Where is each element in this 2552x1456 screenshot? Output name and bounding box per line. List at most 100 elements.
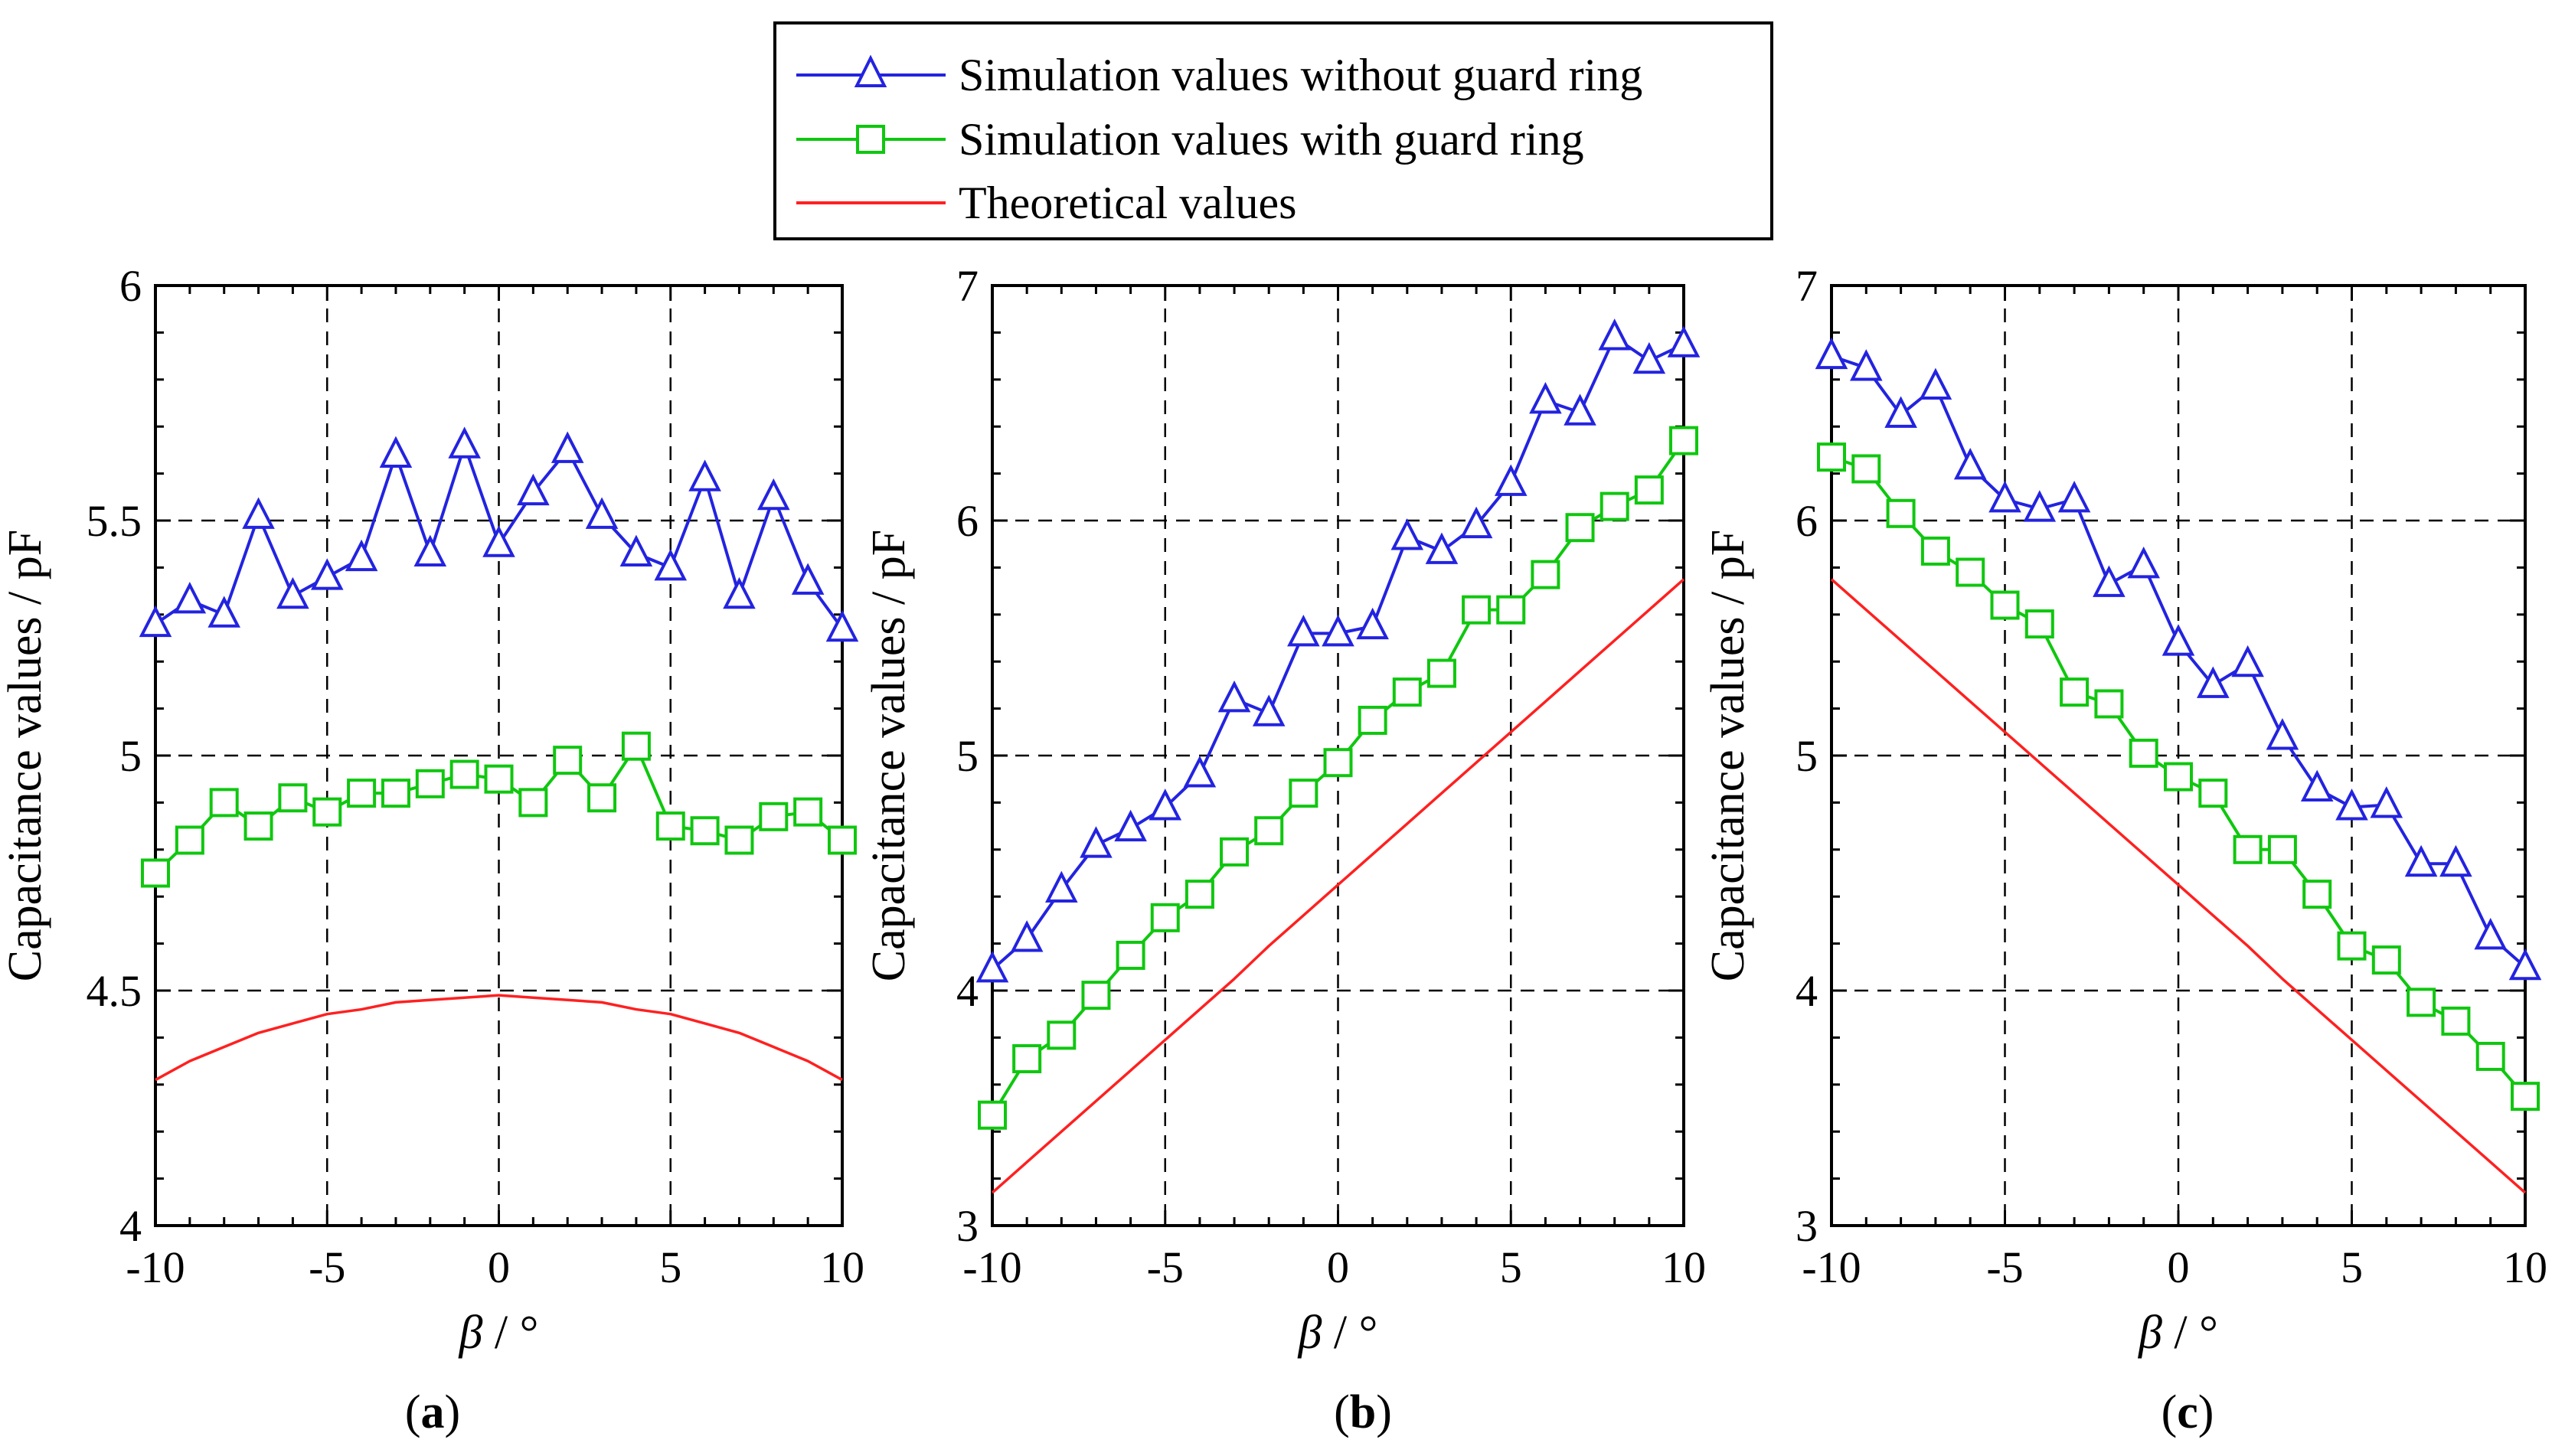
x-tick-label: -10 <box>962 1242 1021 1292</box>
data-point-with-guard-ring <box>759 801 789 831</box>
data-point-with-guard-ring <box>1426 658 1456 688</box>
data-point-with-guard-ring <box>621 731 651 761</box>
x-tick-label: 10 <box>1662 1242 1706 1292</box>
data-point-with-guard-ring <box>587 783 617 813</box>
x-tick-label: 0 <box>488 1242 510 1292</box>
data-point-without-guard-ring <box>482 525 515 557</box>
data-point-without-guard-ring <box>2404 844 2438 877</box>
data-point-without-guard-ring <box>1010 920 1044 952</box>
data-point-without-guard-ring <box>1850 349 1883 381</box>
y-tick-label: 4.5 <box>87 966 142 1016</box>
data-point-without-guard-ring <box>975 950 1009 983</box>
x-axis-label: β / ° <box>2138 1307 2218 1359</box>
data-point-with-guard-ring <box>1669 426 1698 455</box>
data-point-without-guard-ring <box>1114 809 1147 842</box>
data-point-with-guard-ring <box>1886 498 1916 528</box>
data-point-without-guard-ring <box>2197 666 2230 698</box>
data-point-without-guard-ring <box>1287 614 1320 647</box>
data-point-with-guard-ring <box>518 788 548 818</box>
data-point-without-guard-ring <box>2300 769 2334 801</box>
legend: Simulation values without guard ring Sim… <box>773 21 1773 240</box>
data-point-without-guard-ring <box>1045 870 1078 903</box>
y-tick-label: 6 <box>956 496 979 546</box>
legend-entry-without-guard-ring: Simulation values without guard ring <box>796 50 1642 100</box>
data-point-without-guard-ring <box>2127 546 2160 579</box>
data-point-with-guard-ring <box>243 811 273 841</box>
x-tick-label: 10 <box>820 1242 864 1292</box>
data-point-with-guard-ring <box>1920 536 1950 566</box>
x-axis-label-unit: / ° <box>482 1307 538 1359</box>
data-point-with-guard-ring <box>1817 442 1846 472</box>
x-axis-label-unit: / ° <box>2162 1307 2218 1359</box>
data-point-without-guard-ring <box>1529 382 1562 414</box>
data-point-without-guard-ring <box>2370 786 2403 818</box>
y-tick-label: 6 <box>1796 496 1818 546</box>
data-point-with-guard-ring <box>1956 557 1985 587</box>
panel-label-close: ) <box>1376 1386 1392 1438</box>
data-point-with-guard-ring <box>2129 738 2158 768</box>
data-point-with-guard-ring <box>1185 880 1214 909</box>
data-point-without-guard-ring <box>688 459 721 491</box>
data-point-with-guard-ring <box>1462 595 1492 625</box>
axes-frame <box>991 284 1685 1227</box>
data-point-with-guard-ring <box>2094 689 2124 719</box>
x-axis-label-symbol: β <box>2138 1307 2162 1359</box>
panel-label-close: ) <box>2198 1386 2214 1438</box>
data-point-with-guard-ring <box>1047 1020 1077 1050</box>
data-point-with-guard-ring <box>312 797 342 827</box>
x-axis-label: β / ° <box>459 1307 539 1359</box>
data-point-with-guard-ring <box>724 825 754 855</box>
data-point-without-guard-ring <box>1815 337 1848 370</box>
data-point-with-guard-ring <box>2441 1006 2471 1036</box>
series-line-theoretical <box>1830 578 2527 1194</box>
data-point-without-guard-ring <box>413 534 447 566</box>
data-point-without-guard-ring <box>345 539 378 572</box>
y-tick-label: 3 <box>956 1201 979 1251</box>
panel-label-open: ( <box>405 1386 421 1438</box>
data-point-without-guard-ring <box>207 596 240 628</box>
y-axis-label: Capacitance values / pF <box>1702 530 1754 982</box>
panel-b: -10 -5 0 5 10 3 4 5 6 7 β / ° Capacitance values / … <box>863 261 1706 1438</box>
series-line-theoretical <box>155 994 843 1082</box>
data-point-without-guard-ring <box>654 549 688 581</box>
data-point-without-guard-ring <box>551 431 584 463</box>
x-tick-label: 5 <box>659 1242 681 1292</box>
data-point-without-guard-ring <box>1667 325 1701 357</box>
data-point-without-guard-ring <box>1356 607 1389 640</box>
panel-label-open: ( <box>2162 1386 2178 1438</box>
panel-a: -10 -5 0 5 10 4 4.5 5 5.5 6 β / ° Capacitance value… <box>0 261 864 1438</box>
data-point-with-guard-ring <box>1116 940 1145 970</box>
legend-triangle-marker <box>854 54 887 87</box>
panel-label-a: (a) <box>405 1386 460 1438</box>
y-axis-label: Capacitance values / pF <box>0 530 51 982</box>
panel-label-letter: c <box>2177 1386 2198 1438</box>
data-point-without-guard-ring <box>1149 788 1182 821</box>
data-point-with-guard-ring <box>278 783 308 813</box>
data-point-without-guard-ring <box>2231 645 2264 677</box>
data-point-without-guard-ring <box>2474 918 2507 950</box>
panel-label-open: ( <box>1334 1386 1350 1438</box>
y-tick-label: 5 <box>1796 731 1818 781</box>
x-tick-label: -10 <box>1802 1242 1861 1292</box>
x-tick-label: 5 <box>1500 1242 1522 1292</box>
x-axis-label: β / ° <box>1298 1307 1378 1359</box>
data-point-without-guard-ring <box>825 609 859 642</box>
data-point-with-guard-ring <box>2233 834 2263 864</box>
x-tick-label: 0 <box>2168 1242 2190 1292</box>
data-point-with-guard-ring <box>2198 779 2228 808</box>
data-point-with-guard-ring <box>690 816 720 846</box>
data-point-with-guard-ring <box>1634 475 1664 505</box>
data-point-with-guard-ring <box>449 759 479 789</box>
data-point-without-guard-ring <box>2093 565 2126 597</box>
x-tick-label: -10 <box>126 1242 185 1292</box>
data-point-with-guard-ring <box>381 779 410 808</box>
data-point-with-guard-ring <box>1150 903 1180 932</box>
data-point-without-guard-ring <box>139 605 172 638</box>
data-point-with-guard-ring <box>141 858 170 888</box>
y-tick-label: 3 <box>1796 1201 1818 1251</box>
data-point-with-guard-ring <box>1851 454 1881 484</box>
y-tick-label: 4 <box>119 1201 142 1251</box>
data-point-without-guard-ring <box>791 563 825 595</box>
data-point-with-guard-ring <box>484 764 514 794</box>
